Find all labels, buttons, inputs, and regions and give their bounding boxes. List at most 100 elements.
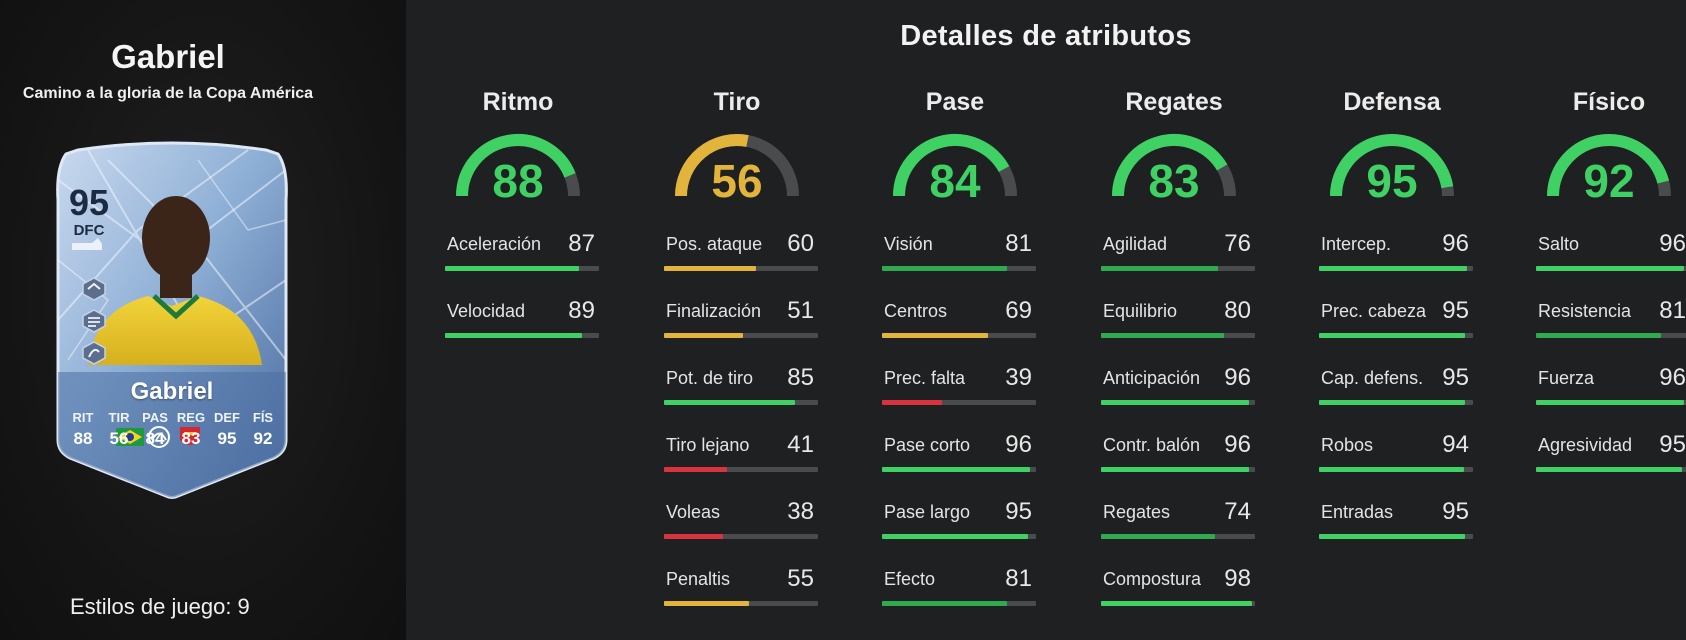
attribute-name: Aceleración	[447, 234, 542, 254]
attribute-bar-fill	[882, 467, 1030, 472]
attribute-bar-track	[445, 333, 599, 338]
card-position: DFC	[73, 222, 105, 239]
attribute-bar-track	[882, 467, 1036, 472]
attribute-value: 95	[1442, 498, 1469, 525]
attribute-name: Visión	[884, 234, 933, 254]
gauge-arc	[675, 134, 799, 197]
category-rating: 83	[1148, 155, 1200, 207]
category-gauge: 83	[1110, 132, 1238, 207]
attribute-bar-track	[664, 601, 818, 606]
attribute-bar-fill	[664, 333, 743, 338]
attribute-bar-track	[1319, 534, 1473, 539]
attribute-row[interactable]: Fuerza 96	[1536, 364, 1686, 418]
attribute-row[interactable]: Equilibrio 80	[1101, 297, 1255, 351]
boot-icon	[72, 238, 102, 250]
card-stat-label: PAS	[142, 410, 168, 425]
attribute-name: Prec. falta	[884, 368, 966, 388]
attribute-bar-track	[1101, 400, 1255, 405]
attribute-bar-fill	[882, 601, 1007, 606]
attribute-name: Finalización	[666, 301, 762, 321]
attribute-row[interactable]: Resistencia 81	[1536, 297, 1686, 351]
attribute-row[interactable]: Centros 69	[882, 297, 1036, 351]
attribute-row[interactable]: Robos 94	[1319, 431, 1473, 485]
playstyle-icon-2[interactable]	[81, 308, 107, 334]
attribute-name: Agilidad	[1103, 234, 1168, 254]
attribute-details-panel	[406, 0, 1686, 640]
playstyle-icon-3[interactable]	[81, 340, 107, 366]
attribute-row[interactable]: Pase largo 95	[882, 498, 1036, 552]
category-gauge: 56	[673, 132, 801, 207]
card-stat-tir: TIR 56	[104, 410, 134, 449]
card-overall-rating: 95	[68, 182, 110, 223]
attribute-value: 85	[787, 364, 814, 391]
attribute-row[interactable]: Visión 81	[882, 230, 1036, 284]
brazil-flag-icon	[116, 428, 144, 446]
attribute-bar-track	[664, 467, 818, 472]
attribute-name: Pase largo	[884, 502, 971, 522]
attribute-bar-track	[1319, 266, 1473, 271]
attribute-row[interactable]: Salto 96	[1536, 230, 1686, 284]
attribute-bar-fill	[664, 534, 723, 539]
gauge-fill	[893, 134, 1010, 197]
attribute-row[interactable]: Entradas 95	[1319, 498, 1473, 552]
card-player-name: Gabriel	[130, 378, 214, 405]
attribute-row[interactable]: Voleas 38	[664, 498, 818, 552]
category-rating: 95	[1366, 155, 1418, 207]
attribute-name: Equilibrio	[1103, 301, 1178, 321]
category-rating: 92	[1583, 155, 1635, 207]
attribute-value: 81	[1005, 565, 1032, 592]
attribute-row[interactable]: Anticipación 96	[1101, 364, 1255, 418]
attribute-bar-track	[1101, 467, 1255, 472]
attribute-name: Prec. cabeza	[1321, 301, 1427, 321]
playstyle-icon-1[interactable]	[81, 276, 107, 302]
attribute-row[interactable]: Tiro lejano 41	[664, 431, 818, 485]
attribute-bar-track	[664, 266, 818, 271]
attribute-row[interactable]: Pos. ataque 60	[664, 230, 818, 284]
attribute-bar-track	[1536, 333, 1686, 338]
attribute-row[interactable]: Regates 74	[1101, 498, 1255, 552]
attribute-name: Robos	[1321, 435, 1374, 455]
gauge-fill	[456, 134, 576, 197]
gauge-fill	[1112, 134, 1228, 197]
attribute-bar-track	[882, 534, 1036, 539]
attribute-value: 55	[787, 565, 814, 592]
attribute-name: Contr. balón	[1103, 435, 1201, 455]
gauge-fill	[1547, 134, 1670, 197]
attribute-name: Velocidad	[447, 301, 526, 321]
attribute-row[interactable]: Agresividad 95	[1536, 431, 1686, 485]
attribute-row[interactable]: Pase corto 96	[882, 431, 1036, 485]
attribute-row[interactable]: Prec. cabeza 95	[1319, 297, 1473, 351]
attribute-row[interactable]: Velocidad 89	[445, 297, 599, 351]
card-stat-value: 88	[73, 429, 93, 448]
attribute-row[interactable]: Efecto 81	[882, 565, 1036, 619]
attribute-row[interactable]: Finalización 51	[664, 297, 818, 351]
attribute-value: 81	[1659, 297, 1686, 324]
attribute-row[interactable]: Aceleración 87	[445, 230, 599, 284]
attribute-row[interactable]: Contr. balón 96	[1101, 431, 1255, 485]
attribute-row[interactable]: Compostura 98	[1101, 565, 1255, 619]
attribute-bar-track	[882, 601, 1036, 606]
attribute-value: 96	[1442, 230, 1469, 257]
attribute-value: 60	[787, 230, 814, 257]
gauge-fill	[1330, 134, 1454, 197]
category-rating: 84	[929, 155, 981, 207]
card-stat-pas: PAS 84	[140, 410, 170, 449]
attribute-bar-track	[1101, 534, 1255, 539]
attribute-name: Anticipación	[1103, 368, 1201, 388]
attribute-name: Centros	[884, 301, 948, 321]
attribute-value: 39	[1005, 364, 1032, 391]
playstyles-count[interactable]: Estilos de juego: 9	[70, 594, 250, 619]
attribute-bar-fill	[664, 601, 749, 606]
attribute-row[interactable]: Intercep. 96	[1319, 230, 1473, 284]
attribute-bar-fill	[445, 266, 579, 271]
category-gauge: 84	[891, 132, 1019, 207]
attribute-row[interactable]: Prec. falta 39	[882, 364, 1036, 418]
attribute-row[interactable]: Agilidad 76	[1101, 230, 1255, 284]
attribute-row[interactable]: Cap. defens. 95	[1319, 364, 1473, 418]
attribute-row[interactable]: Penaltis 55	[664, 565, 818, 619]
attribute-bar-fill	[882, 400, 943, 405]
attribute-value: 80	[1224, 297, 1251, 324]
attribute-row[interactable]: Pot. de tiro 85	[664, 364, 818, 418]
card-stat-label: RIT	[72, 410, 94, 425]
category-title: Defensa	[1343, 88, 1441, 116]
